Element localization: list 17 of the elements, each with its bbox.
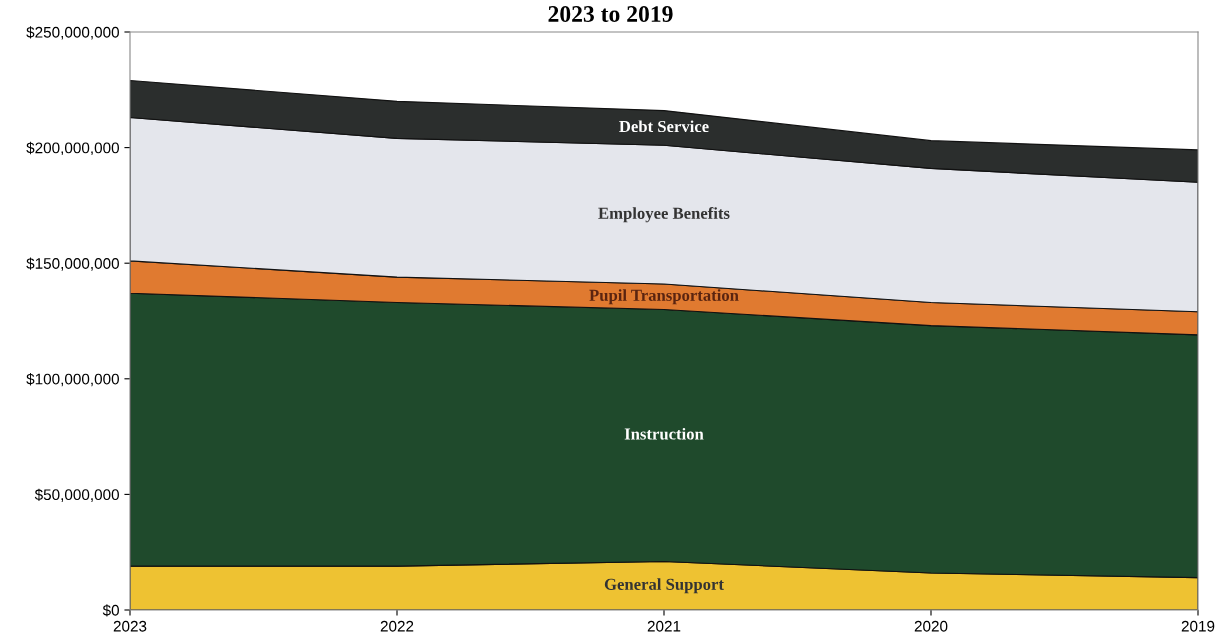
- chart-title: 2023 to 2019: [548, 6, 673, 22]
- x-tick-label: 2022: [380, 620, 414, 632]
- series-label: Instruction: [624, 427, 704, 440]
- x-tick-label: 2020: [914, 620, 948, 632]
- y-tick-label: $0: [102, 604, 119, 617]
- y-tick-label: $50,000,000: [34, 488, 119, 502]
- x-tick-label: 2021: [647, 620, 681, 632]
- y-tick-label: $200,000,000: [26, 141, 119, 156]
- series-label: Debt Service: [619, 120, 709, 133]
- y-tick-label: $150,000,000: [26, 257, 119, 271]
- y-tick-label: $250,000,000: [26, 26, 119, 40]
- x-tick-label: 2019: [1181, 620, 1215, 632]
- series-label: Employee Benefits: [598, 206, 730, 223]
- series-label: General Support: [604, 578, 724, 594]
- series-label: Pupil Transportation: [589, 289, 739, 305]
- y-tick-label: $100,000,000: [26, 373, 119, 387]
- x-tick-label: 2023: [113, 620, 147, 632]
